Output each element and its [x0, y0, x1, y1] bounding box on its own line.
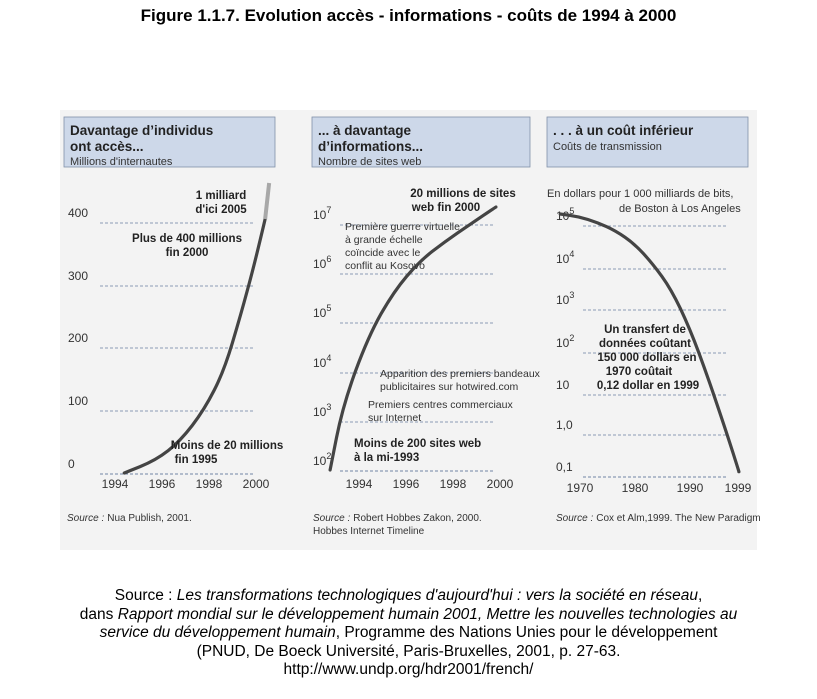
panel-1-annotation-6: fin 1995 — [175, 454, 218, 466]
y-tick-label: 200 — [68, 331, 88, 345]
x-tick-label: 1994 — [102, 477, 129, 491]
source-line-4: (PNUD, De Boeck Université, Paris-Bruxel… — [196, 642, 621, 660]
y-tick-label: 10 — [556, 378, 570, 392]
panel-1-series — [122, 182, 272, 475]
y-tick-label: 104 — [313, 353, 331, 370]
panel-3-header — [546, 116, 749, 168]
panel-2-annotation-4: à grande échelle — [345, 234, 423, 246]
panel-3-gridlines — [583, 225, 728, 478]
source-line-3: service du développement humain, Program… — [99, 624, 718, 641]
panel-3-x-tick-labels: 1970 1980 1990 1999 — [567, 481, 752, 495]
y-tick-label: 0,1 — [556, 460, 573, 474]
panel-2-series — [328, 205, 498, 472]
y-tick-label: 107 — [313, 205, 331, 222]
panel-3-unit-note-2: de Boston à Los Angeles — [619, 203, 741, 215]
y-tick-label: 102 — [313, 451, 331, 468]
panel-3-unit-note: En dollars pour 1 000 milliards de bits, — [547, 188, 733, 200]
y-tick-label: 105 — [313, 303, 331, 320]
x-tick-label: 1994 — [346, 477, 373, 491]
panel-2-annotation-8: publicitaires sur hotwired.com — [380, 381, 519, 393]
x-tick-label: 1970 — [567, 481, 594, 495]
panel-2-source-note-2: Hobbes Internet Timeline — [313, 526, 425, 537]
panel-1-title-line-1: Davantage d’individus — [70, 123, 213, 138]
panel-3-annotation-1: Un transfert de — [604, 324, 686, 336]
panel-1-header — [63, 116, 276, 168]
y-tick-label: 104 — [556, 249, 574, 266]
projection-segment — [263, 182, 272, 220]
series-line — [122, 217, 267, 475]
x-tick-label: 1998 — [440, 477, 467, 491]
panel-2-annotation-10: sur Internet — [368, 412, 421, 424]
panel-1-annotation-4: fin 2000 — [166, 247, 209, 259]
panel-2-title-line-1: ... à davantage — [318, 123, 412, 138]
figure-title: Figure 1.1.7. Evolution accès - informat… — [140, 6, 677, 25]
panel-3: . . . à un coût inférieur Coûts de trans… — [546, 116, 761, 524]
panel-2-annotation-5: coïncide avec le — [345, 247, 420, 259]
panel-2: ... à davantage d’informations... Nombre… — [311, 116, 541, 537]
y-tick-label: 106 — [313, 254, 331, 271]
x-tick-label: 1990 — [677, 481, 704, 495]
y-tick-label: 103 — [556, 290, 574, 307]
panel-1-annotation-3: Plus de 400 millions — [132, 233, 242, 245]
source-line-5: http://www.undp.org/hdr2001/french/ — [283, 661, 534, 678]
source-line-1: Source : Les transformations technologiq… — [114, 587, 703, 604]
y-tick-label: 1,0 — [556, 418, 573, 432]
y-tick-label: 105 — [556, 206, 574, 223]
panel-1-annotation-5: Moins de 20 millions — [171, 440, 283, 452]
y-tick-label: 100 — [68, 394, 88, 408]
panel-1: Davantage d’individus ont accès... Milli… — [63, 116, 283, 524]
series-line — [558, 212, 741, 474]
panel-2-x-tick-labels: 1994 1996 1998 2000 — [346, 477, 514, 491]
panel-1-y-tick-labels: 0 100 200 300 400 — [68, 206, 88, 471]
panel-1-source-note: Source : Nua Publish, 2001. — [67, 513, 192, 524]
panel-1-annotation-2: d'ici 2005 — [195, 204, 247, 216]
x-tick-label: 1980 — [622, 481, 649, 495]
source-line-2: dans Rapport mondial sur le développemen… — [79, 605, 738, 623]
panel-3-title: . . . à un coût inférieur — [553, 123, 694, 138]
panel-3-source-note: Source : Cox et Alm,1999. The New Paradig… — [556, 513, 761, 524]
panel-2-annotation-6: conflit au Kosovo — [345, 260, 425, 272]
panel-2-annotation-9: Premiers centres commerciaux — [368, 399, 513, 411]
panel-1-x-tick-labels: 1994 1996 1998 2000 — [102, 477, 270, 491]
panel-3-y-tick-labels: 0,1 1,0 10 102 103 104 105 — [556, 206, 574, 474]
x-tick-label: 1996 — [149, 477, 176, 491]
x-tick-label: 1996 — [393, 477, 420, 491]
panel-2-annotation-7: Apparition des premiers bandeaux — [380, 368, 541, 380]
panel-2-gridlines — [340, 224, 495, 472]
panel-2-source-note: Source : Robert Hobbes Zakon, 2000. — [313, 513, 482, 524]
panel-2-header — [311, 116, 531, 168]
series-line — [328, 205, 498, 472]
panel-1-annotation-1: 1 milliard — [196, 190, 247, 202]
panel-3-annotation-3: 150 000 dollars en — [597, 352, 696, 364]
panel-2-y-tick-labels: 102 103 104 105 106 107 — [313, 205, 331, 468]
panel-2-subtitle: Nombre de sites web — [318, 156, 421, 168]
panel-3-subtitle: Coûts de transmission — [553, 141, 662, 153]
panel-3-series — [558, 212, 741, 474]
panel-3-annotation-4: 1970 coûtait — [606, 366, 673, 378]
x-tick-label: 2000 — [487, 477, 514, 491]
x-tick-label: 1998 — [196, 477, 223, 491]
panel-2-annotation-11: Moins de 200 sites web — [354, 438, 481, 450]
y-tick-label: 0 — [68, 457, 75, 471]
panel-2-annotation-3: Première guerre virtuelle — [345, 221, 460, 233]
x-tick-label: 2000 — [243, 477, 270, 491]
panel-2-annotation-2: web fin 2000 — [411, 202, 480, 214]
x-tick-label: 1999 — [725, 481, 752, 495]
panel-2-annotation-1: 20 millions de sites — [410, 188, 515, 200]
panel-1-title-line-2: ont accès... — [70, 139, 144, 154]
y-tick-label: 400 — [68, 206, 88, 220]
panel-2-title-line-2: d’informations... — [318, 139, 423, 154]
panel-1-subtitle: Millions d'internautes — [70, 156, 173, 168]
panel-2-annotation-12: à la mi-1993 — [354, 452, 419, 464]
y-tick-label: 300 — [68, 269, 88, 283]
y-tick-label: 102 — [556, 333, 574, 350]
panel-3-annotation-5: 0,12 dollar en 1999 — [597, 380, 699, 392]
panel-3-annotation-2: données coûtant — [599, 338, 691, 350]
charts-svg: Davantage d’individus ont accès... Milli… — [63, 116, 761, 537]
y-tick-label: 103 — [313, 402, 331, 419]
source-citation: Source : Les transformations technologiq… — [0, 587, 817, 680]
